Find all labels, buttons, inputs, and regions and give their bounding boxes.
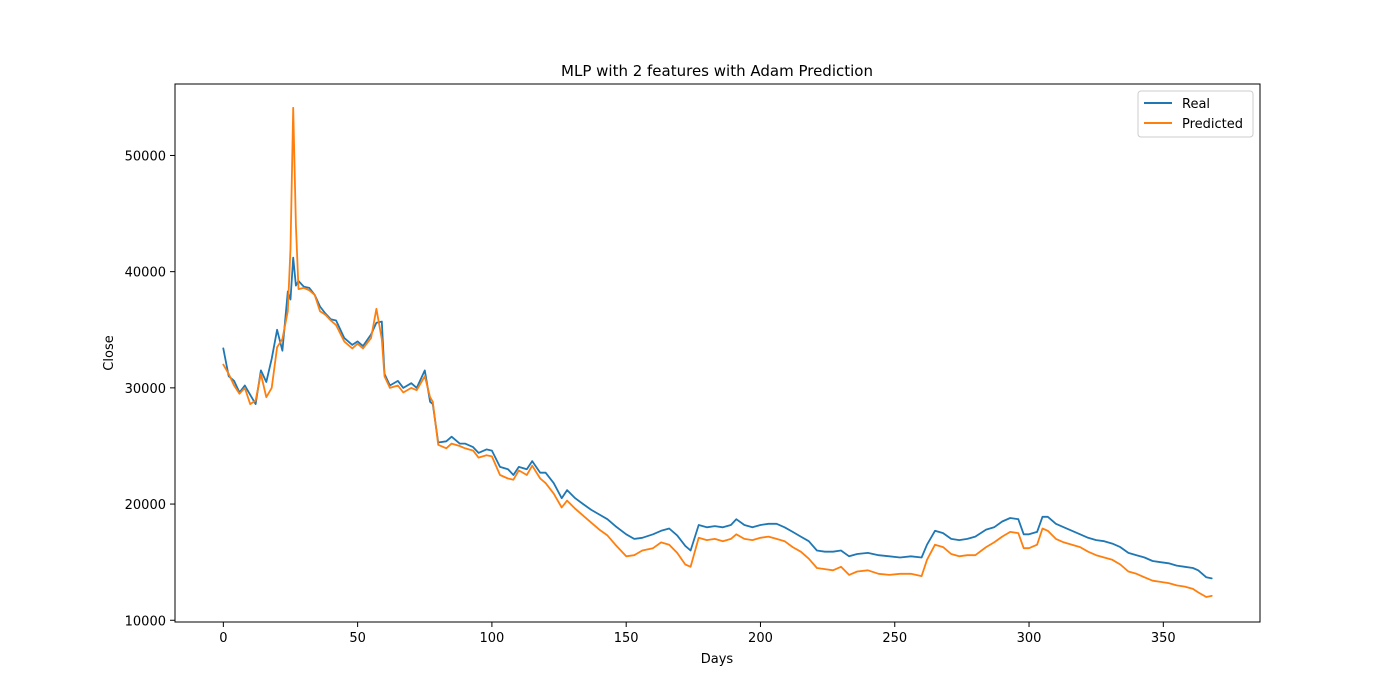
x-tick-label: 300	[1017, 631, 1042, 646]
x-tick-label: 250	[882, 631, 907, 646]
legend-label-real: Real	[1182, 97, 1210, 112]
x-tick-label: 200	[748, 631, 773, 646]
plot-area	[174, 83, 1261, 623]
chart-title: MLP with 2 features with Adam Prediction	[561, 62, 873, 80]
series-line-real	[222, 256, 1213, 580]
plot-background	[175, 84, 1260, 622]
series-layer	[222, 106, 1213, 598]
x-tick-label: 50	[349, 631, 366, 646]
x-tick-label: 150	[614, 631, 639, 646]
y-axis-label: Close	[102, 335, 117, 370]
x-tick-label: 100	[479, 631, 504, 646]
y-tick-label: 10000	[125, 614, 166, 629]
x-tick-label: 350	[1151, 631, 1176, 646]
y-tick-label: 50000	[125, 149, 166, 164]
y-axis: 10000 20000 30000 40000 50000	[125, 149, 175, 629]
x-tick-label: 0	[219, 631, 227, 646]
y-tick-label: 30000	[125, 382, 166, 397]
legend: Real Predicted	[1137, 90, 1254, 138]
x-axis: 0 50 100 150 200 250 300 350	[219, 622, 1176, 646]
x-axis-label: Days	[701, 652, 734, 667]
y-tick-label: 20000	[125, 498, 166, 513]
y-tick-label: 40000	[125, 266, 166, 281]
plot-frame	[174, 83, 1261, 623]
series-line-predicted	[222, 106, 1213, 598]
legend-label-predicted: Predicted	[1182, 117, 1243, 132]
